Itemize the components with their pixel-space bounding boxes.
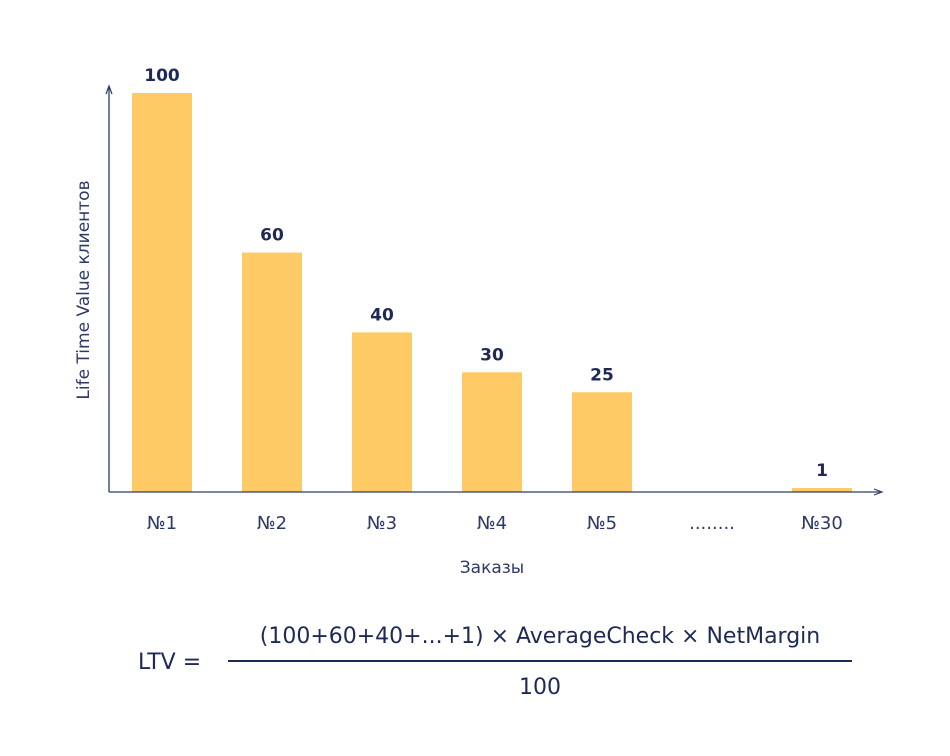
fraction-line [228,660,852,662]
bar-1 [132,93,192,492]
y-axis-title: Life Time Value клиентов [74,180,94,399]
x-tick-label-4: №4 [477,513,507,534]
value-label-7: 1 [816,461,828,481]
bars-group [132,93,852,492]
value-label-5: 25 [590,365,614,385]
x-tick-label-1: №1 [147,513,177,534]
ltv-bar-chart: 100 60 40 30 25 1 №1 №2 №3 №4 №5........ №30 Life … [74,66,884,578]
x-tick-label-5: №5 [587,513,617,534]
x-axis-title: Заказы [460,558,524,578]
bar-2 [242,252,302,492]
formula-numerator: (100+60+40+...+1) × AverageCheck × NetMa… [259,624,821,649]
x-tick-label-7: №30 [801,513,843,534]
y-axis-arrow-icon [105,84,113,95]
formula-denominator: 100 [519,675,561,700]
bar-3 [352,332,412,492]
formula-lhs: LTV = [138,650,202,675]
x-tick-labels-group: №1 №2 №3 №4 №5........ №30 [147,513,843,534]
bar-4 [462,372,522,492]
x-axis-arrow-icon [873,488,884,496]
value-label-2: 60 [260,226,284,246]
value-labels-group: 100 60 40 30 25 1 [144,66,828,481]
bar-7 [792,488,852,492]
x-tick-label-6: ........ [689,513,735,534]
value-label-1: 100 [144,66,180,86]
value-label-4: 30 [480,345,504,365]
x-tick-label-2: №2 [257,513,287,534]
bar-5 [572,392,632,492]
x-tick-label-3: №3 [367,513,397,534]
value-label-3: 40 [370,305,394,325]
